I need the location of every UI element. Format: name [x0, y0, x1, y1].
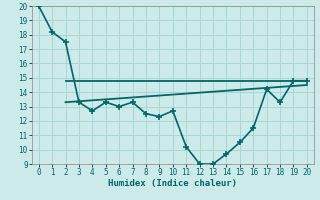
X-axis label: Humidex (Indice chaleur): Humidex (Indice chaleur) [108, 179, 237, 188]
